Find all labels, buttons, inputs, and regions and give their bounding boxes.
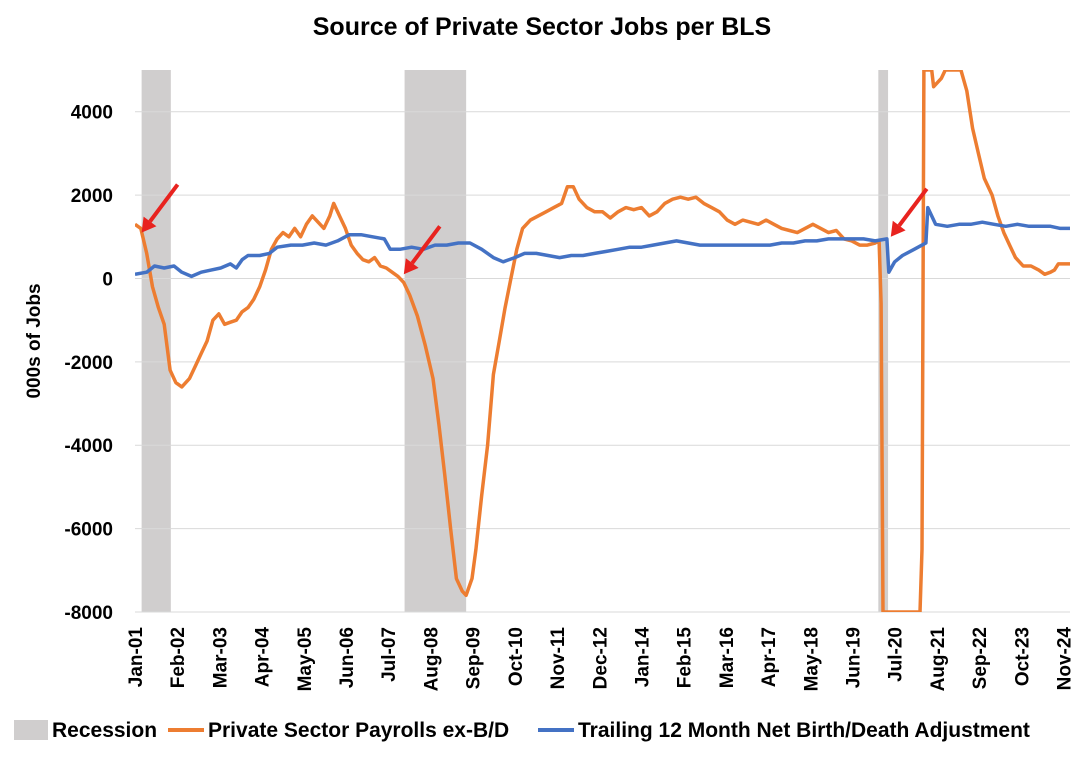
recession-shading-layer: [141, 70, 889, 612]
x-tick-label: Nov-11: [548, 627, 569, 690]
x-tick-label: Feb-15: [675, 627, 696, 689]
x-tick-label: Apr-04: [253, 627, 274, 688]
x-tick-label: Nov-24: [1054, 627, 1075, 691]
arrow-head-2: [890, 220, 906, 237]
legend: Recession Private Sector Payrolls ex-B/D…: [14, 719, 1030, 742]
x-tick-label: May-18: [801, 627, 822, 691]
arrow-head-1: [403, 258, 419, 275]
y-tick-label: 2000: [71, 186, 113, 207]
recession-band-1: [404, 70, 467, 612]
y-tick-label: -8000: [64, 603, 113, 624]
x-tick-label: Oct-10: [506, 627, 527, 686]
y-tick-label: -2000: [64, 353, 113, 374]
series-line-birth-death: [135, 205, 1070, 279]
x-tick-label: Jul-07: [379, 627, 400, 682]
x-tick-label: Aug-08: [421, 627, 442, 691]
arrow-shaft-2: [897, 187, 929, 227]
x-tick-label: Oct-23: [1012, 627, 1033, 686]
x-tick-label: Aug-21: [928, 627, 949, 692]
recession-band-2: [878, 70, 889, 612]
chart-title: Source of Private Sector Jobs per BLS: [313, 13, 771, 41]
legend-label-recession: Recession: [52, 719, 157, 742]
series-layer: [135, 70, 1070, 612]
y-tick-label: 4000: [71, 103, 113, 124]
y-tick-label: -4000: [64, 436, 113, 457]
x-tick-label: May-05: [295, 627, 316, 692]
x-tick-label: Mar-03: [210, 627, 231, 688]
arrow-shaft-1: [410, 225, 442, 265]
x-tick-label: Dec-12: [590, 627, 611, 689]
x-tick-label: Jun-19: [843, 627, 864, 688]
y-tick-label: -6000: [64, 520, 113, 541]
x-tick-label: Jun-06: [337, 627, 358, 688]
legend-label-payrolls: Private Sector Payrolls ex-B/D: [208, 719, 509, 742]
x-tick-label: Jan-14: [632, 627, 653, 688]
arrow-shaft-0: [148, 183, 180, 223]
x-tick-label: Apr-17: [759, 627, 780, 687]
arrow-head-0: [141, 216, 157, 233]
gridlines: [135, 111, 1070, 613]
x-tick-label: Sep-09: [464, 627, 485, 689]
y-tick-label: 0: [102, 269, 113, 290]
legend-label-birth-death: Trailing 12 Month Net Birth/Death Adjust…: [578, 719, 1030, 742]
x-tick-label: Sep-22: [970, 627, 991, 689]
x-tick-label: Feb-02: [168, 627, 189, 688]
annotation-arrows: [141, 183, 929, 275]
x-axis-ticks: Jan-01 Feb-02 Mar-03 Apr-04 May-05 Jun-06 Jul-…: [126, 627, 1075, 692]
x-tick-label: Jan-01: [126, 627, 147, 688]
y-axis-label: 000s of Jobs: [24, 283, 45, 398]
series-line-payrolls: [135, 70, 1070, 612]
x-tick-label: Jul-20: [886, 627, 907, 682]
legend-swatch-recession: [14, 720, 48, 740]
x-tick-label: Mar-16: [717, 627, 738, 688]
y-axis-ticks: 4000 2000 0 -2000 -4000 -6000 -8000: [64, 103, 113, 624]
